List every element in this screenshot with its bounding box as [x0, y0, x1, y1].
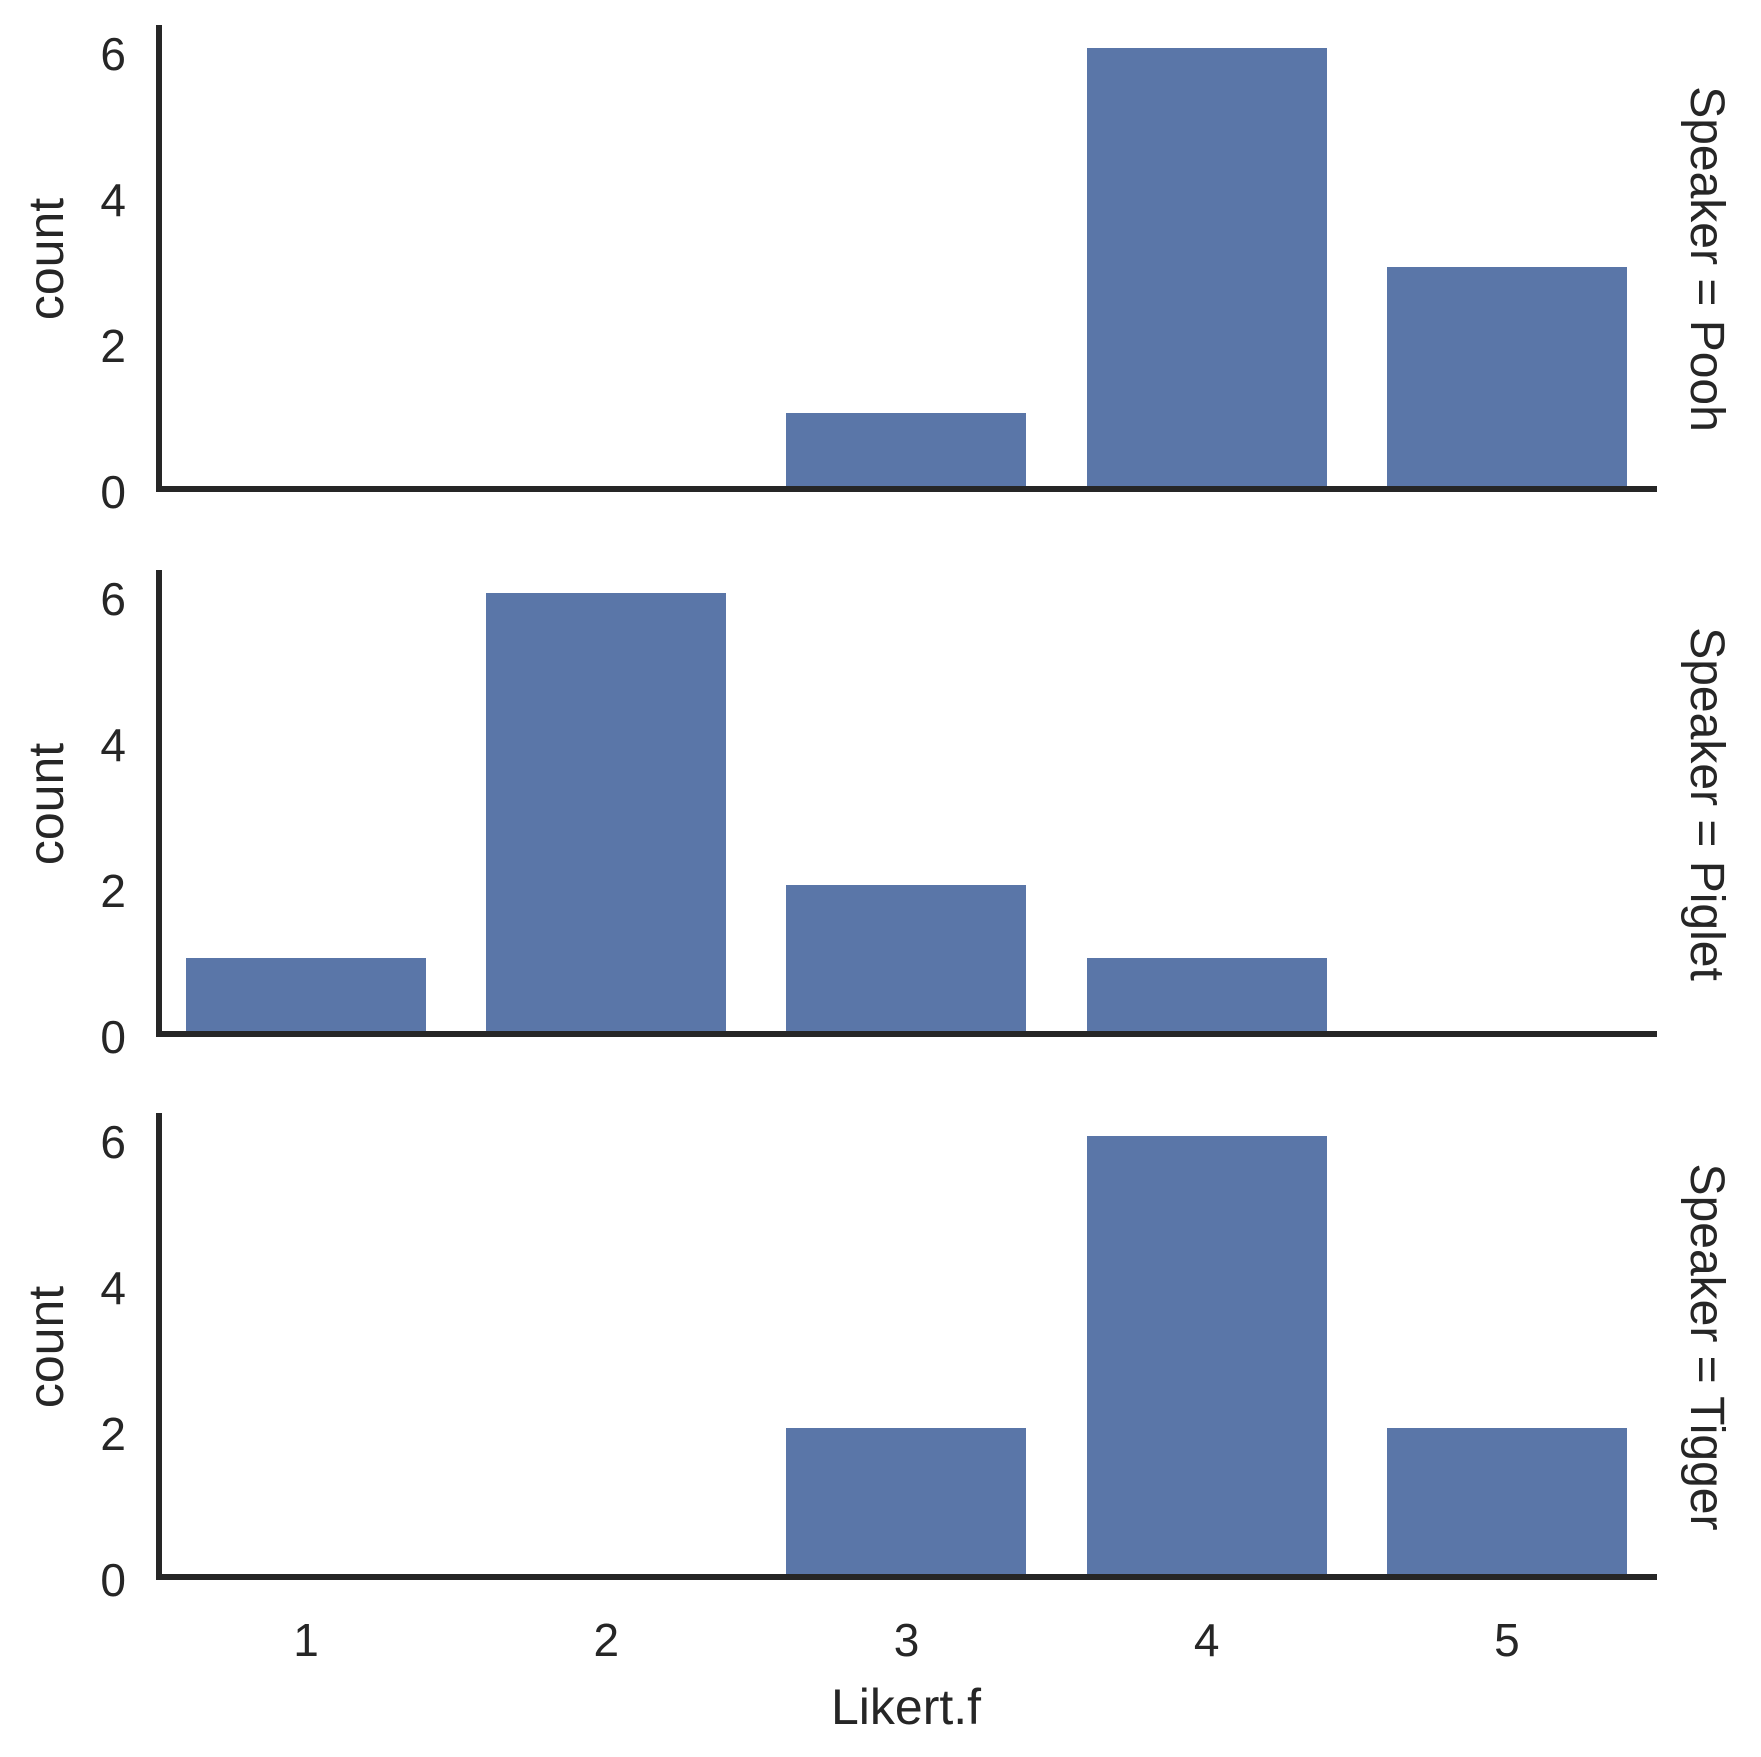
y-tick-label: 4 — [100, 174, 126, 227]
y-tick-label: 6 — [100, 573, 126, 626]
x-axis-label: Likert.f — [830, 1679, 982, 1735]
facet-panel-pooh — [156, 25, 1657, 492]
bar-likert-2-piglet — [486, 593, 726, 1031]
x-tick-label: 5 — [1494, 1614, 1520, 1666]
bar-likert-4-piglet — [1087, 958, 1327, 1031]
y-tick-label: 4 — [100, 719, 126, 772]
facet-panel-piglet — [156, 570, 1657, 1037]
y-tick-label: 2 — [100, 1408, 126, 1461]
y-axis-label: count — [18, 742, 74, 865]
y-tick-label: 4 — [100, 1262, 126, 1315]
bar-likert-1-piglet — [186, 958, 426, 1031]
bar-likert-5-pooh — [1387, 267, 1627, 486]
bar-likert-3-piglet — [786, 885, 1026, 1031]
facet-panel-tigger — [156, 1113, 1657, 1580]
y-tick-label: 2 — [100, 320, 126, 373]
bar-likert-3-tigger — [786, 1428, 1026, 1574]
bar-likert-3-pooh — [786, 413, 1026, 486]
bar-likert-4-tigger — [1087, 1136, 1327, 1574]
y-tick-label: 0 — [100, 466, 126, 518]
facet-title-tigger: Speaker = Tigger — [1680, 1163, 1733, 1530]
x-tick-label: 4 — [1193, 1614, 1220, 1666]
y-tick-label: 6 — [100, 1116, 126, 1169]
bar-likert-5-tigger — [1387, 1428, 1627, 1574]
facet-title-pooh: Speaker = Pooh — [1680, 85, 1733, 432]
y-tick-label: 0 — [100, 1011, 126, 1063]
x-tick-label: 1 — [293, 1614, 319, 1666]
x-tick-label: 3 — [893, 1614, 920, 1666]
y-axis-label: count — [18, 197, 74, 320]
facet-title-piglet: Speaker = Piglet — [1680, 626, 1733, 981]
y-tick-label: 6 — [100, 28, 126, 81]
y-axis-label: count — [18, 1285, 74, 1408]
y-tick-label: 0 — [100, 1554, 126, 1606]
y-tick-label: 2 — [100, 865, 126, 918]
x-tick-label: 2 — [593, 1614, 620, 1666]
bar-likert-4-pooh — [1087, 48, 1327, 486]
